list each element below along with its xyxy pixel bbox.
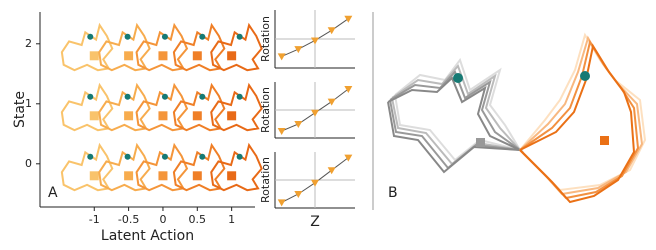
y-axis-label: Rotation <box>259 16 272 62</box>
figure-head <box>237 94 243 100</box>
square-marker <box>124 171 133 180</box>
panel-label: A <box>48 185 58 201</box>
y-axis-label: Rotation <box>259 87 272 133</box>
triangle-marker <box>344 155 352 162</box>
triangle-marker <box>328 167 336 174</box>
square-marker <box>193 171 202 180</box>
triangle-marker <box>294 191 302 198</box>
triangle-marker <box>294 46 302 53</box>
square-marker <box>90 111 99 120</box>
square-marker <box>227 51 236 60</box>
y-tick-label: 0 <box>25 157 32 170</box>
figure-head <box>162 34 168 40</box>
figure-outline <box>62 85 112 130</box>
x-axis-label: Latent Action <box>101 228 194 244</box>
square-marker <box>90 171 99 180</box>
figure-head <box>199 34 205 40</box>
figure-head <box>162 154 168 160</box>
square-marker <box>158 171 167 180</box>
x-tick-label: -0.5 <box>118 213 139 226</box>
triangle-marker <box>328 27 336 34</box>
figure-head <box>199 94 205 100</box>
square-marker <box>227 171 236 180</box>
square-marker <box>158 111 167 120</box>
x-axis-label: Z <box>310 214 320 230</box>
square-marker <box>158 51 167 60</box>
triangle-marker <box>311 110 319 117</box>
x-tick-label: 0 <box>159 213 166 226</box>
y-axis-label: Rotation <box>259 157 272 203</box>
figure-head <box>87 34 93 40</box>
square-marker <box>193 51 202 60</box>
square-marker <box>227 111 236 120</box>
triangle-marker <box>278 199 286 206</box>
x-tick-label: 0.5 <box>189 213 207 226</box>
square-marker <box>193 111 202 120</box>
panel-label: B <box>388 185 398 201</box>
figure-head <box>125 154 131 160</box>
figure: B -1-0.500.51012Latent ActionStateARotat… <box>0 0 656 246</box>
figure-head <box>237 34 243 40</box>
panel-b-drawing <box>388 35 645 202</box>
triangle-marker <box>278 128 286 135</box>
triangle-marker <box>294 121 302 128</box>
y-axis-label: State <box>12 91 28 128</box>
figure-head <box>87 94 93 100</box>
figure-outline <box>62 25 112 70</box>
square-marker <box>124 51 133 60</box>
triangle-marker <box>344 86 352 93</box>
triangle-marker <box>311 37 319 44</box>
figure-outline <box>62 145 112 190</box>
figure-head <box>125 94 131 100</box>
square-marker <box>124 111 133 120</box>
triangle-marker <box>311 180 319 187</box>
triangle-marker <box>344 16 352 23</box>
x-tick-label: 1 <box>228 213 235 226</box>
triangle-marker <box>278 53 286 60</box>
figure-head <box>199 154 205 160</box>
figure-head <box>87 154 93 160</box>
figure-head <box>125 34 131 40</box>
triangle-marker <box>328 99 336 106</box>
square-marker <box>90 51 99 60</box>
figure-head <box>162 94 168 100</box>
figure-head <box>237 154 243 160</box>
y-tick-label: 2 <box>25 37 32 50</box>
x-tick-label: -1 <box>89 213 100 226</box>
